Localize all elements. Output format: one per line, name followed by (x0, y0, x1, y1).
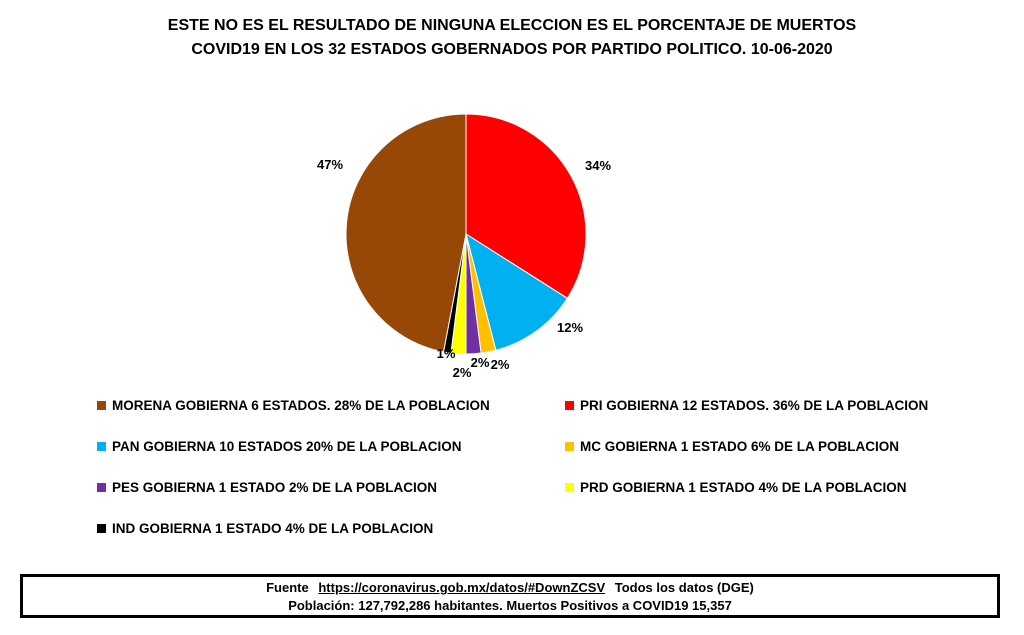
chart-title: ESTE NO ES EL RESULTADO DE NINGUNA ELECC… (0, 14, 1024, 62)
source-suffix: Todos los datos (DGE) (614, 580, 754, 595)
legend-label: MC GOBIERNA 1 ESTADO 6% DE LA POBLACION (580, 439, 900, 454)
legend-label: PES GOBIERNA 1 ESTADO 2% DE LA POBLACION (112, 480, 438, 495)
legend-label: MORENA GOBIERNA 6 ESTADOS. 28% DE LA POB… (112, 398, 490, 413)
legend-item: MORENA GOBIERNA 6 ESTADOS. 28% DE LA POB… (97, 398, 490, 413)
legend-label: PAN GOBIERNA 10 ESTADOS 20% DE LA POBLAC… (112, 439, 462, 454)
legend-item: PRD GOBIERNA 1 ESTADO 4% DE LA POBLACION (565, 480, 907, 495)
pie-chart: 34%12%2%2%2%1%47% (317, 113, 611, 380)
source-line-2: Población: 127,792,286 habitantes. Muert… (288, 598, 732, 613)
legend-swatch (97, 483, 106, 492)
pie-data-label: 12% (557, 320, 583, 335)
source-prefix: Fuente (266, 580, 309, 595)
source-line-1: Fuente https://coronavirus.gob.mx/datos/… (23, 579, 997, 597)
chart-title-line-1: ESTE NO ES EL RESULTADO DE NINGUNA ELECC… (167, 17, 857, 34)
legend-swatch (97, 442, 106, 451)
pie-data-label: 1% (437, 346, 456, 361)
source-box: Fuente https://coronavirus.gob.mx/datos/… (20, 574, 1000, 618)
pie-slice (345, 113, 467, 353)
legend-swatch (97, 524, 106, 533)
legend-swatch (565, 401, 574, 410)
chart-title-line-2: COVID19 EN LOS 32 ESTADOS GOBERNADOS POR… (191, 41, 833, 58)
source-link[interactable]: https://coronavirus.gob.mx/datos/#DownZC… (318, 580, 606, 595)
pie-data-label: 34% (585, 158, 611, 173)
pie-slice (465, 232, 569, 351)
legend-label: PRI GOBIERNA 12 ESTADOS. 36% DE LA POBLA… (580, 398, 929, 413)
legend-item: PRI GOBIERNA 12 ESTADOS. 36% DE LA POBLA… (565, 398, 928, 413)
legend-item: PAN GOBIERNA 10 ESTADOS 20% DE LA POBLAC… (97, 439, 462, 454)
legend-swatch (97, 401, 106, 410)
legend-label: IND GOBIERNA 1 ESTADO 4% DE LA POBLACION (112, 521, 434, 536)
pie-data-label: 47% (317, 157, 343, 172)
legend-swatch (565, 442, 574, 451)
legend-label: PRD GOBIERNA 1 ESTADO 4% DE LA POBLACION (580, 480, 907, 495)
pie-data-label: 2% (471, 355, 490, 370)
legend-item: IND GOBIERNA 1 ESTADO 4% DE LA POBLACION (97, 521, 433, 536)
pie-data-label: 2% (453, 365, 472, 380)
legend-swatch (565, 483, 574, 492)
legend-item: PES GOBIERNA 1 ESTADO 2% DE LA POBLACION (97, 480, 437, 495)
pie-data-label: 2% (491, 357, 510, 372)
pie-slice (465, 113, 587, 299)
legend-item: MC GOBIERNA 1 ESTADO 6% DE LA POBLACION (565, 439, 899, 454)
